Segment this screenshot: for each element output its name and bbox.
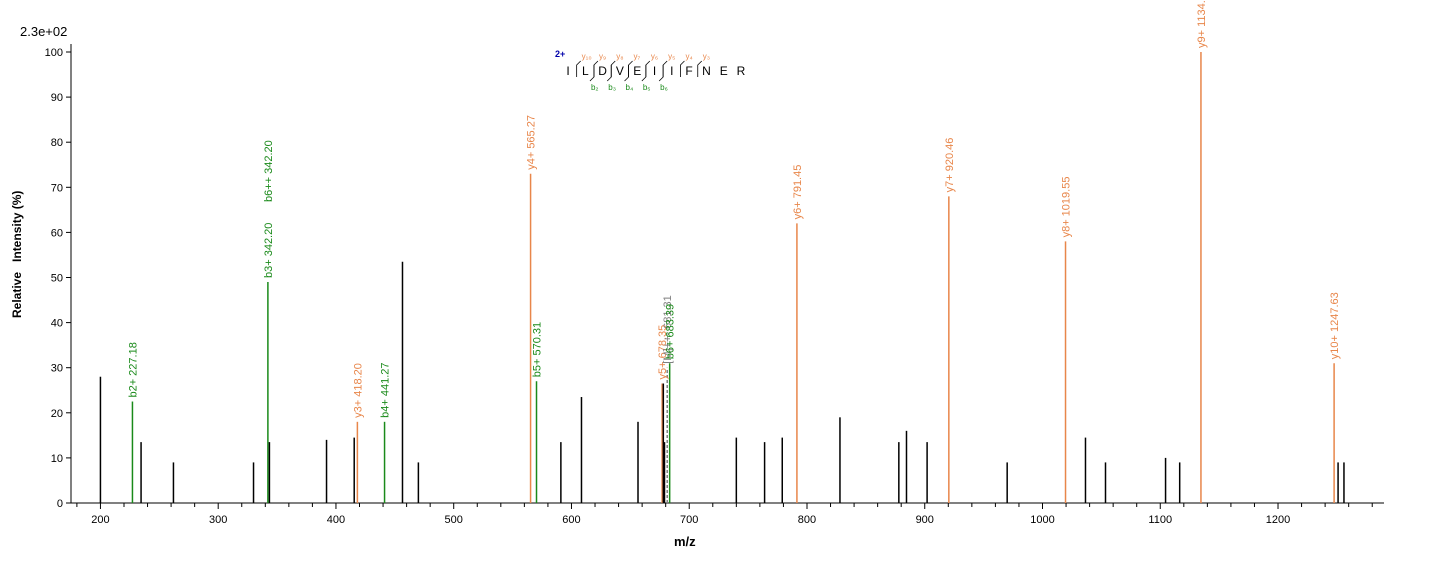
- b-ion-marker: b₄: [626, 83, 634, 92]
- x-tick-label: 400: [327, 514, 345, 526]
- peak-label: y5+ 678.35: [657, 325, 669, 380]
- peak-label: y7+ 920.46: [944, 138, 956, 193]
- x-tick-label: 900: [916, 514, 934, 526]
- residue-letter: D: [598, 64, 607, 78]
- x-tick-label: 1200: [1266, 514, 1290, 526]
- peak-label: b5+ 570.31: [532, 322, 544, 377]
- charge-label: 2+: [555, 49, 565, 59]
- y-ion-bracket: [610, 60, 616, 77]
- b-ion-marker: b₅: [643, 83, 651, 92]
- y-ion-marker: y₇: [634, 52, 641, 61]
- y-tick-label: 40: [51, 318, 63, 330]
- peak-label: y8+ 1019.55: [1061, 177, 1073, 238]
- y-ion-marker: y₅: [668, 52, 675, 61]
- peaks: [99, 52, 1345, 503]
- b-ion-marker: b₆: [660, 83, 668, 92]
- residue-letter: E: [633, 64, 641, 78]
- residue-letter: R: [737, 64, 746, 78]
- y-ion-bracket: [628, 60, 633, 77]
- b-ion-marker: b₃: [608, 83, 616, 92]
- residue-letter: I: [670, 64, 673, 78]
- y-tick-label: 0: [57, 498, 63, 510]
- y-ion-marker: y₉: [599, 52, 606, 61]
- peak-label: y4+ 565.27: [526, 115, 538, 170]
- y-ion-marker: y₁₀: [582, 52, 592, 61]
- y-tick-label: 50: [51, 273, 63, 285]
- x-tick-label: 200: [91, 514, 109, 526]
- b-ion-bracket: [658, 65, 664, 82]
- x-tick-label: 1000: [1030, 514, 1054, 526]
- peak-label: b6+ 683.39: [665, 304, 677, 359]
- residue-letter: I: [653, 64, 656, 78]
- peak-label: b6++ 342.20: [263, 140, 275, 202]
- peak-labels: b2+ 227.18 b3+ 342.20 b6++ 342.20 y3+ 418.2…: [127, 0, 1341, 418]
- y-ion-bracket: [645, 60, 651, 77]
- x-tick-label: 1100: [1148, 514, 1172, 526]
- peak-label: y10+ 1247.63: [1329, 292, 1341, 359]
- y-tick-label: 30: [51, 363, 63, 375]
- x-tick-label: 800: [798, 514, 816, 526]
- b-ion-marker: b₂: [591, 83, 599, 92]
- x-tick-label: 700: [680, 514, 698, 526]
- peak-label: y3+ 418.20: [352, 363, 364, 418]
- residue-letter: V: [616, 64, 624, 78]
- y-ion-bracket: [576, 60, 581, 77]
- b-ion-bracket: [589, 65, 595, 82]
- y-ion-marker: y₈: [616, 52, 623, 61]
- residue-letter: E: [720, 64, 728, 78]
- y-ion-marker: y₄: [685, 52, 692, 61]
- x-tick-label: 300: [209, 514, 227, 526]
- y-tick-label: 10: [51, 453, 63, 465]
- peak-label: b2+ 227.18: [127, 342, 139, 397]
- axes: 0 10 20 30 40 50 60 70 80 90 100 200 300 400 500 600 700…: [45, 44, 1384, 526]
- y-tick-label: 90: [51, 92, 63, 104]
- x-axis-label: m/z: [674, 534, 696, 549]
- x-tick-label: 500: [445, 514, 463, 526]
- y-tick-label: 20: [51, 408, 63, 420]
- y-ion-bracket: [662, 60, 668, 77]
- b-ion-bracket: [641, 65, 647, 82]
- y-tick-label: 60: [51, 227, 63, 239]
- y-tick-label: 70: [51, 182, 63, 194]
- y-ion-bracket: [697, 60, 703, 77]
- y-ion-marker: y₃: [703, 52, 710, 61]
- y-tick-label: 80: [51, 137, 63, 149]
- residue-letter: L: [582, 64, 589, 78]
- b-ion-bracket: [624, 65, 629, 82]
- x-tick-label: 600: [562, 514, 580, 526]
- y-tick-label: 100: [45, 47, 63, 59]
- peak-label: y6+ 791.45: [792, 165, 804, 220]
- b-ion-bracket: [606, 65, 612, 82]
- y-ion-bracket: [680, 60, 685, 77]
- peak-label: [M]++- 681.31: [662, 295, 674, 364]
- residue-letter: I: [566, 64, 569, 78]
- residue-letter: N: [702, 64, 711, 78]
- max-intensity-label: 2.3e+02: [20, 24, 68, 39]
- y-ion-marker: y₆: [651, 52, 658, 61]
- peak-label: y9+ 1134.55: [1196, 0, 1208, 48]
- peak-label: b4+ 441.27: [380, 362, 392, 417]
- residue-letter: F: [685, 64, 692, 78]
- peak-label: b3+ 342.20: [263, 223, 275, 278]
